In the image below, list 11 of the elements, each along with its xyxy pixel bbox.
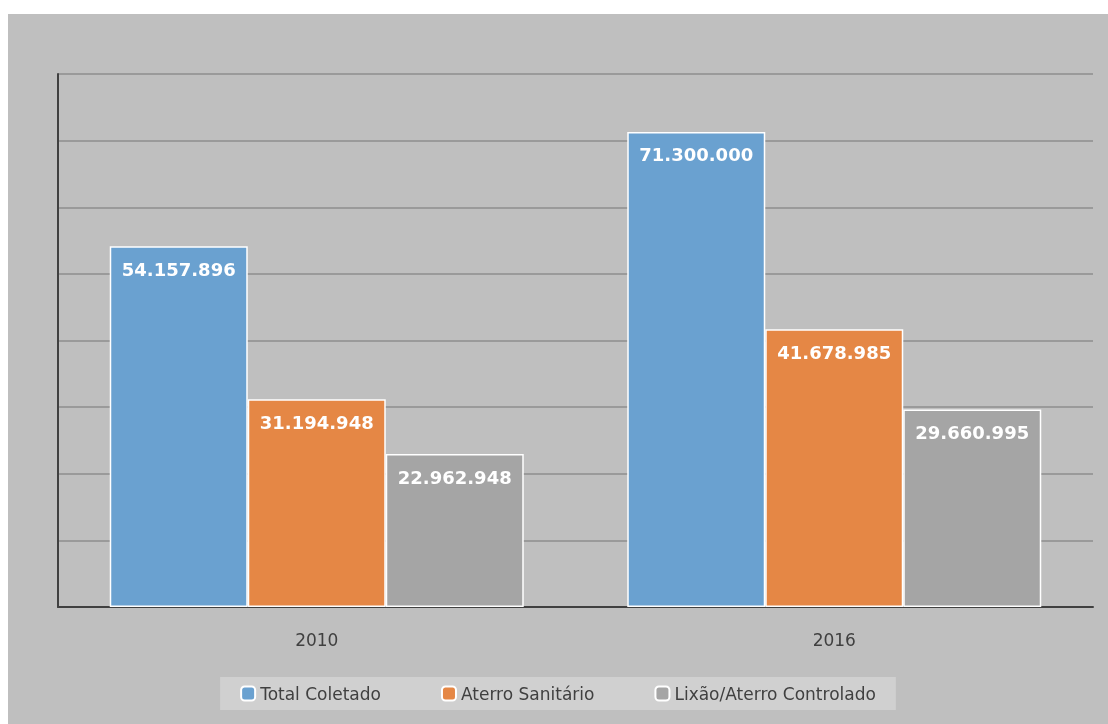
data-label: 54.157.896 bbox=[121, 258, 236, 280]
x-tick-label: 2010 bbox=[295, 629, 339, 650]
legend-label: Total Coletado bbox=[259, 683, 381, 704]
x-tick-label: 2016 bbox=[812, 629, 856, 650]
data-label: 41.678.985 bbox=[777, 341, 892, 363]
legend-label: Aterro Sanitário bbox=[460, 683, 595, 704]
data-label: 22.962.948 bbox=[397, 466, 512, 488]
data-label: 29.660.995 bbox=[915, 421, 1030, 443]
legend-label: Lixão/Aterro Controlado bbox=[674, 683, 876, 704]
data-label: 31.194.948 bbox=[259, 411, 374, 433]
data-label: 71.300.000 bbox=[639, 144, 754, 166]
